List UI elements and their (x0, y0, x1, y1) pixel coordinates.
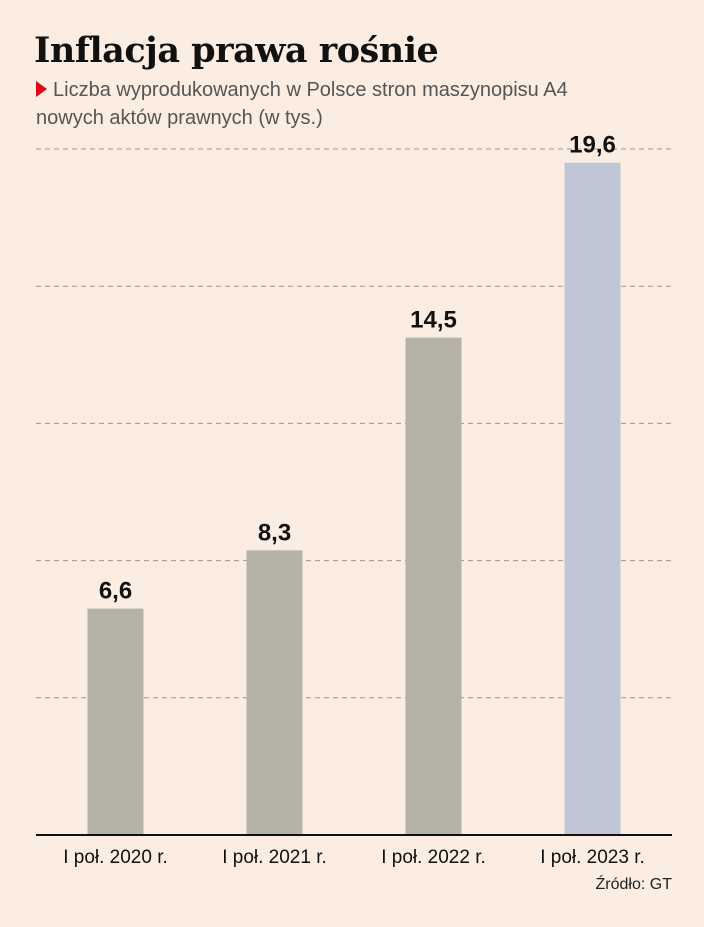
triangle-marker-icon (36, 81, 47, 97)
category-label: I poł. 2022 r. (381, 847, 486, 868)
source-note: Źródło: GT (595, 876, 672, 893)
bar (87, 608, 144, 835)
bar (564, 162, 621, 836)
chart-title: Inflacja prawa rośnie (34, 30, 439, 71)
bar-value-label: 14,5 (410, 307, 457, 334)
subtitle-line-1: Liczba wyprodukowanych w Polsce stron ma… (53, 79, 568, 101)
category-label: I poł. 2023 r. (540, 847, 645, 868)
bar-value-label: 6,6 (99, 578, 132, 605)
category-label: I poł. 2020 r. (63, 847, 168, 868)
category-label: I poł. 2021 r. (222, 847, 327, 868)
bar-value-label: 19,6 (569, 132, 616, 159)
bar (246, 550, 303, 835)
bar (405, 337, 462, 835)
chart-subtitle: Liczba wyprodukowanych w Polsce stron ma… (36, 76, 676, 132)
bar-value-label: 8,3 (258, 519, 291, 546)
subtitle-line-2: nowych aktów prawnych (w tys.) (36, 107, 323, 129)
